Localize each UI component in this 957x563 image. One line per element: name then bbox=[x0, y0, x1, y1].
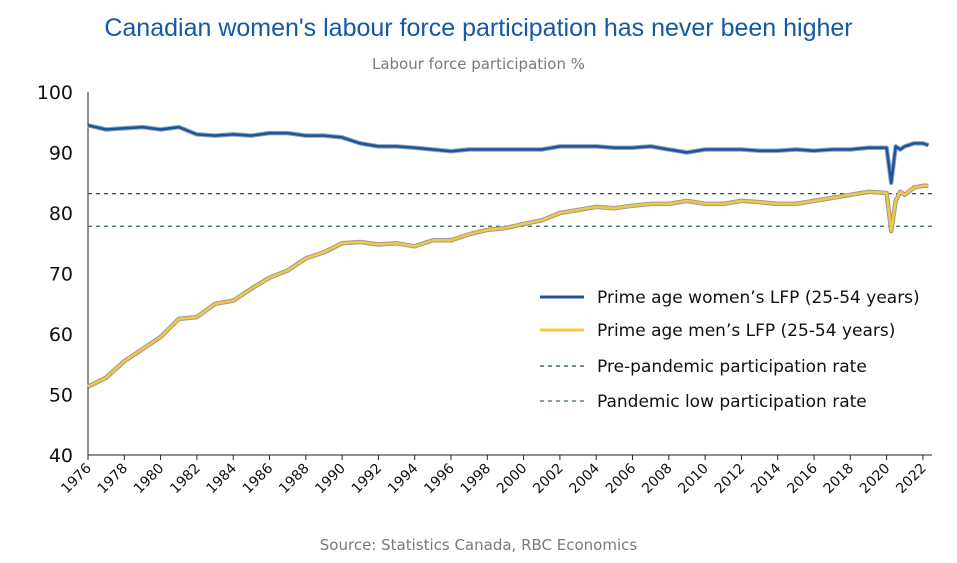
x-tick-label: 1982 bbox=[167, 461, 204, 498]
women-series-line bbox=[87, 184, 929, 388]
chart-title: Canadian women's labour force participat… bbox=[104, 14, 853, 42]
legend-pandemic-low-label: Pandemic low participation rate bbox=[597, 392, 867, 412]
x-tick-label: 1998 bbox=[458, 461, 495, 498]
x-tick-label: 1980 bbox=[131, 461, 168, 498]
x-tick-label: 1994 bbox=[385, 460, 422, 497]
legend-pre-pandemic-label: Pre-pandemic participation rate bbox=[597, 357, 867, 377]
x-tick-label: 2020 bbox=[857, 461, 894, 498]
source-note: Source: Statistics Canada, RBC Economics bbox=[319, 536, 638, 554]
series-layer bbox=[87, 123, 930, 389]
x-tick-label: 2018 bbox=[821, 461, 858, 498]
x-tick-label: 2010 bbox=[675, 461, 712, 498]
x-tick-label: 1986 bbox=[240, 460, 277, 497]
y-tick-label: 70 bbox=[49, 264, 73, 286]
x-tick-label: 2022 bbox=[893, 461, 930, 498]
x-tick-label: 2002 bbox=[530, 461, 567, 498]
x-tick-label: 1978 bbox=[95, 461, 132, 498]
x-tick-label: 2000 bbox=[494, 461, 531, 498]
y-tick-label: 60 bbox=[49, 324, 73, 346]
x-tick-label: 1990 bbox=[312, 461, 349, 498]
x-tick-label: 1988 bbox=[276, 461, 313, 498]
x-tick-label: 2012 bbox=[712, 461, 749, 498]
men-series-line bbox=[87, 124, 929, 185]
x-tick-label: 2006 bbox=[603, 460, 640, 497]
y-tick-label: 50 bbox=[49, 385, 73, 407]
x-tick-label: 2016 bbox=[784, 460, 821, 497]
y-tick-label: 40 bbox=[49, 445, 73, 467]
x-tick-label: 2008 bbox=[639, 461, 676, 498]
x-tick-label: 1984 bbox=[204, 460, 241, 497]
men-series-outline bbox=[87, 123, 930, 186]
chart-subtitle: Labour force participation % bbox=[371, 55, 586, 73]
y-tick-label: 90 bbox=[49, 143, 73, 165]
x-tick-label: 1992 bbox=[349, 461, 386, 498]
legend-men-label: Prime age men’s LFP (25-54 years) bbox=[597, 321, 895, 341]
y-tick-label: 100 bbox=[37, 82, 73, 104]
x-tick-label: 2004 bbox=[567, 460, 604, 497]
reference-lines-layer bbox=[88, 192, 932, 227]
x-tick-label: 1996 bbox=[421, 460, 458, 497]
legend: Prime age women’s LFP (25-54 years) Prime… bbox=[540, 288, 920, 412]
legend-women-label: Prime age women’s LFP (25-54 years) bbox=[597, 288, 920, 308]
x-tick-label: 2014 bbox=[748, 460, 785, 497]
y-tick-label: 80 bbox=[49, 203, 73, 225]
